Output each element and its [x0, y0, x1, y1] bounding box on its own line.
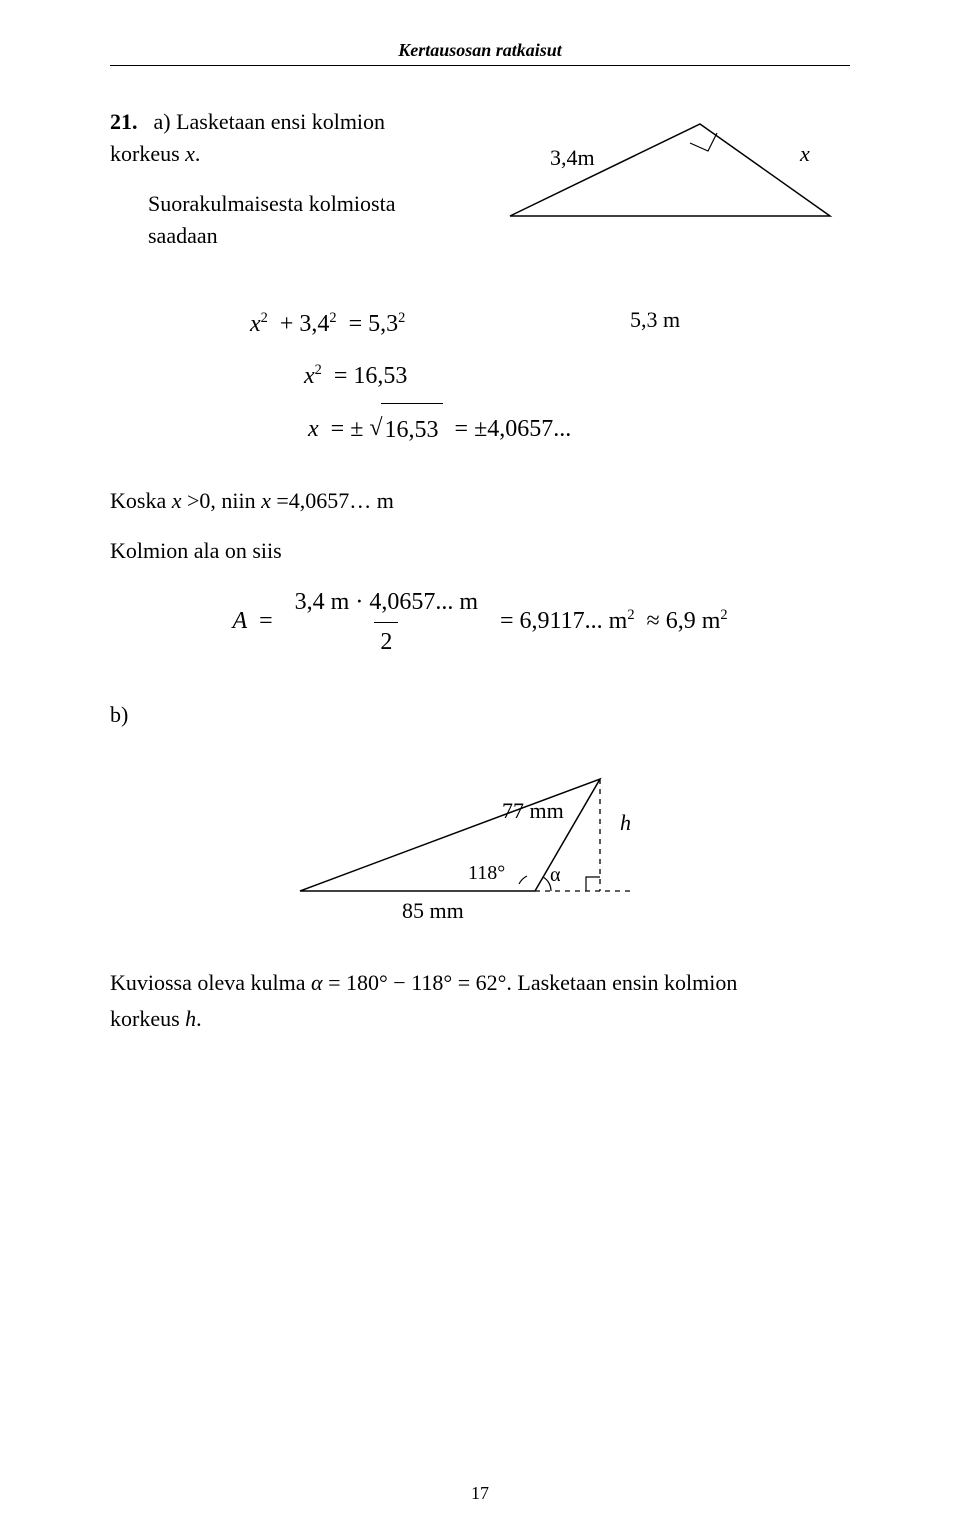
content: 21. a) Lasketaan ensi kolmion korkeus x.…	[110, 106, 850, 1035]
area-mid: 6,9117... m	[520, 608, 628, 634]
area-mid-sup: 2	[627, 607, 634, 623]
eq2: x2 = 16,53	[250, 350, 850, 403]
page-number: 17	[0, 1483, 960, 1504]
area-last: 6,9 m	[666, 608, 721, 634]
area-equation: A = 3,4 m · 4,0657... m 2 = 6,9117... m2…	[110, 585, 850, 660]
triangle-a-svg	[490, 106, 850, 236]
triangle-b-118-label: 118°	[468, 859, 505, 888]
angle-118-arc	[519, 876, 527, 884]
header-rule	[110, 65, 850, 66]
since-2: >0, niin	[181, 488, 261, 513]
area-last-sup: 2	[720, 607, 727, 623]
variable-x: x	[185, 141, 195, 166]
page-header-title: Kertausosan ratkaisut	[110, 40, 850, 65]
kuvio-alpha: α	[311, 970, 323, 995]
since-line: Koska x >0, niin x =4,0657… m	[110, 485, 850, 517]
intro-line1: 21. a) Lasketaan ensi kolmion korkeus x.	[110, 106, 450, 170]
eq1-sup2: 2	[329, 310, 336, 326]
triangle-b-svg	[290, 761, 670, 931]
intro-part-a-1: a) Lasketaan ensi kolmion korkeus	[110, 109, 385, 166]
kolmion-line: Kolmion ala on siis	[110, 535, 850, 567]
eq-and-base-label: x2 + 3,42 = 5,32 x2 = 16,53 x = ±	[110, 298, 850, 457]
eq2-x: x	[304, 363, 315, 389]
radical-sign: √	[369, 402, 382, 455]
triangle-a-left-label: 3,4m	[550, 142, 595, 174]
eq1-b: 5,3	[368, 311, 398, 337]
since-3: =4,0657… m	[271, 488, 394, 513]
area-fraction: 3,4 m · 4,0657... m 2	[289, 585, 484, 660]
problem-number: 21.	[110, 106, 148, 138]
row-intro-and-triangle: 21. a) Lasketaan ensi kolmion korkeus x.…	[110, 106, 850, 270]
kuvio-l2-2: .	[196, 1006, 202, 1031]
eq3-x: x	[308, 416, 319, 442]
eq3: x = ± √ 16,53 = ±4,0657...	[250, 403, 850, 457]
eq2-sup: 2	[315, 362, 322, 378]
sqrt: √ 16,53	[369, 403, 442, 457]
kuvio-eq: = 180° − 118° = 62°	[323, 970, 507, 995]
part-b-label: b)	[110, 699, 850, 731]
triangle-b-area: 77 mm h 118° α 85 mm	[110, 761, 850, 931]
eq1-a: 3,4	[299, 311, 329, 337]
equation-block: x2 + 3,42 = 5,32 x2 = 16,53 x = ±	[250, 298, 850, 457]
eq1-x: x	[250, 311, 261, 337]
kuvio-line1: Kuviossa oleva kulma α = 180° − 118° = 6…	[110, 967, 850, 999]
eq3-result: 4,0657...	[487, 416, 571, 442]
eq3-content: x = ± √ 16,53 = ±4,0657...	[308, 403, 571, 457]
eq1-sup1: 2	[261, 310, 268, 326]
eq1-content: x2 + 3,42 = 5,32	[250, 298, 405, 351]
eq2-content: x2 = 16,53	[304, 350, 407, 403]
triangle-b-right-angle	[586, 877, 600, 891]
eq2-rhs: 16,53	[353, 363, 407, 389]
since-x2: x	[261, 488, 271, 513]
kuvio-h: h	[185, 1006, 196, 1031]
triangle-b-top-label: 77 mm	[502, 795, 564, 827]
eq1-sup3: 2	[398, 310, 405, 326]
intro-line2: Suorakulmaisesta kolmiosta saadaan	[148, 188, 450, 252]
triangle-a: 3,4m x	[490, 106, 850, 236]
page: Kertausosan ratkaisut 21. a) Lasketaan e…	[0, 0, 960, 1536]
triangle-a-base-label: 5,3 m	[630, 304, 680, 336]
eq1: x2 + 3,42 = 5,32	[250, 298, 850, 351]
area-A: A	[232, 608, 247, 634]
intro-part-a-2: .	[195, 141, 201, 166]
intro-text: 21. a) Lasketaan ensi kolmion korkeus x.…	[110, 106, 450, 270]
right-angle-marker	[690, 133, 717, 151]
kuvio-1: Kuviossa oleva kulma	[110, 970, 311, 995]
since-1: Koska	[110, 488, 172, 513]
area-frac-den: 2	[374, 622, 398, 660]
triangle-b-alpha-label: α	[550, 861, 560, 890]
triangle-b: 77 mm h 118° α 85 mm	[290, 761, 670, 931]
kuvio-line2: korkeus h.	[110, 1003, 850, 1035]
triangle-b-base-label: 85 mm	[402, 895, 464, 927]
kuvio-2: . Lasketaan ensin kolmion	[506, 970, 737, 995]
kuvio-l2-1: korkeus	[110, 1006, 185, 1031]
triangle-a-right-label: x	[800, 138, 810, 170]
radicand: 16,53	[381, 403, 443, 457]
triangle-b-h-label: h	[620, 807, 631, 839]
area-frac-num: 3,4 m · 4,0657... m	[289, 585, 484, 622]
